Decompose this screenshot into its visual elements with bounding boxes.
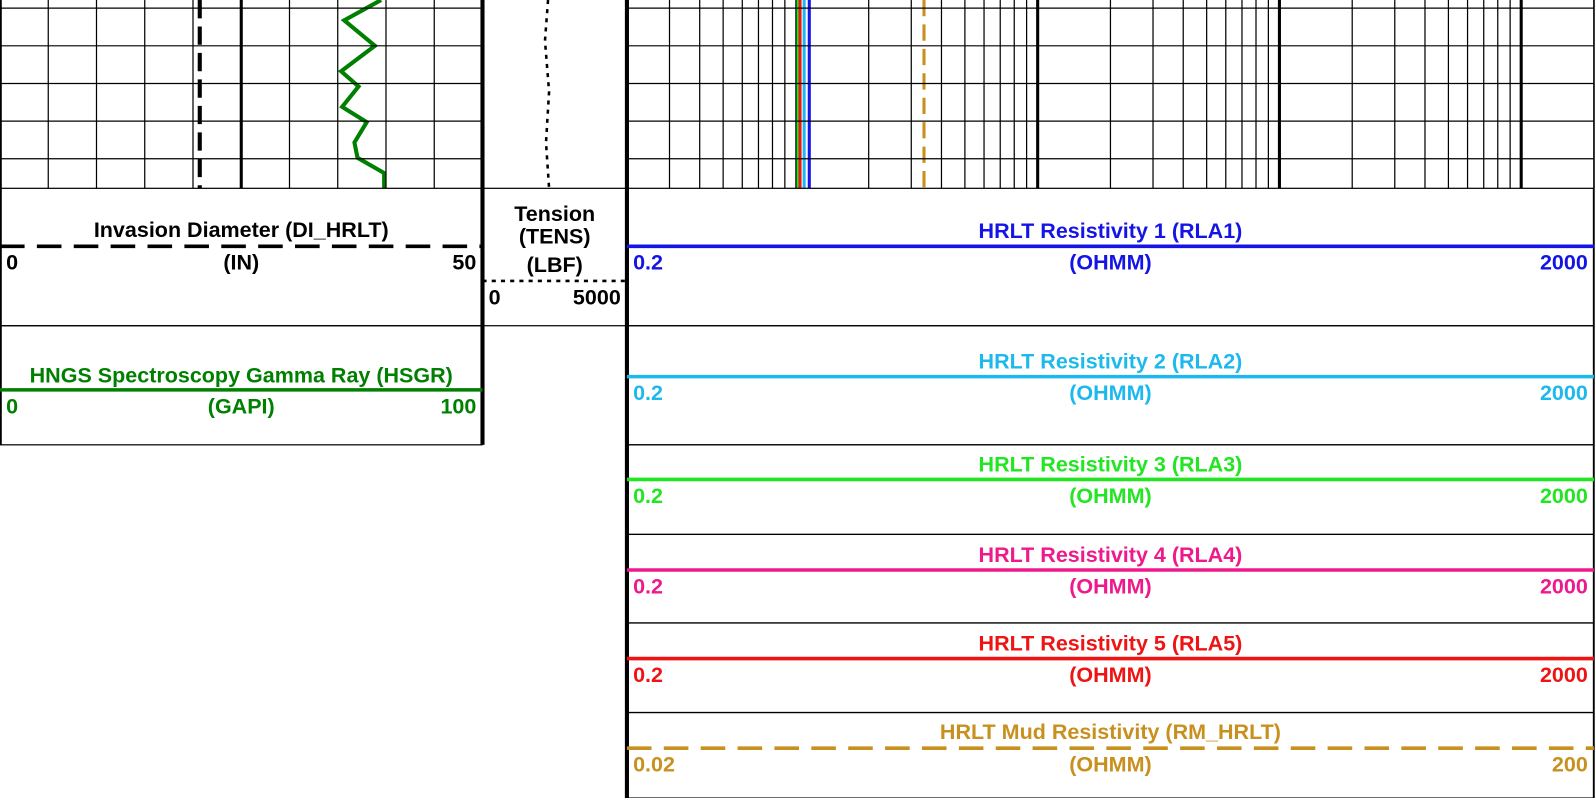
curve-title: HRLT Resistivity 1 (RLA1) (978, 219, 1243, 244)
scale-left: 0.02 (633, 753, 675, 777)
scale-right: 2000 (1539, 575, 1588, 599)
header-cell (626, 711, 1595, 798)
header-cell (482, 187, 628, 327)
scale-left: 0.2 (633, 251, 663, 275)
scale-right: 2000 (1539, 484, 1588, 508)
header-cell (0, 325, 483, 446)
scale-left: 0 (488, 286, 501, 310)
curve-title: Tension (TENS) (514, 202, 596, 249)
curve-unit: (OHMM) (1069, 575, 1152, 599)
curve-unit: (OHMM) (1069, 381, 1152, 406)
curve-unit: (LBF) (526, 253, 583, 277)
scale-right: 2000 (1539, 381, 1588, 406)
scale-left: 0 (6, 394, 19, 419)
curve-unit: (OHMM) (1069, 663, 1152, 688)
scale-right: 2000 (1539, 663, 1588, 688)
scale-right: 200 (1551, 753, 1588, 777)
curve-title: HRLT Mud Resistivity (RM_HRLT) (939, 720, 1281, 745)
scale-right: 50 (452, 251, 477, 275)
scale-left: 0.2 (633, 484, 663, 508)
scale-left: 0.2 (633, 575, 663, 599)
curve-title: HNGS Spectroscopy Gamma Ray (HSGR) (29, 364, 453, 388)
curve-unit: (OHMM) (1069, 251, 1152, 275)
curve-unit: (IN) (223, 251, 260, 275)
curve-unit: (OHMM) (1069, 753, 1152, 777)
curve-title: HRLT Resistivity 2 (RLA2) (978, 350, 1243, 374)
curve-traces (197, 0, 926, 189)
tension-trace (543, 0, 551, 189)
curve-title: HRLT Resistivity 4 (RLA4) (978, 543, 1243, 567)
curve-title: HRLT Resistivity 3 (RLA3) (978, 452, 1243, 477)
curve-unit: (GAPI) (207, 394, 275, 419)
scale-left: 0.2 (633, 381, 663, 406)
scale-right: 5000 (572, 286, 621, 310)
curve-title: Invasion Diameter (DI_HRLT) (93, 218, 389, 243)
grid (0, 0, 1595, 189)
scale-right: 2000 (1539, 251, 1588, 275)
gamma-trace (337, 0, 387, 189)
curve-unit: (OHMM) (1069, 484, 1152, 508)
scale-left: 0 (6, 251, 19, 275)
curve-title: HRLT Resistivity 5 (RLA5) (978, 632, 1243, 656)
scale-left: 0.2 (633, 663, 663, 688)
scale-right: 100 (440, 394, 477, 419)
